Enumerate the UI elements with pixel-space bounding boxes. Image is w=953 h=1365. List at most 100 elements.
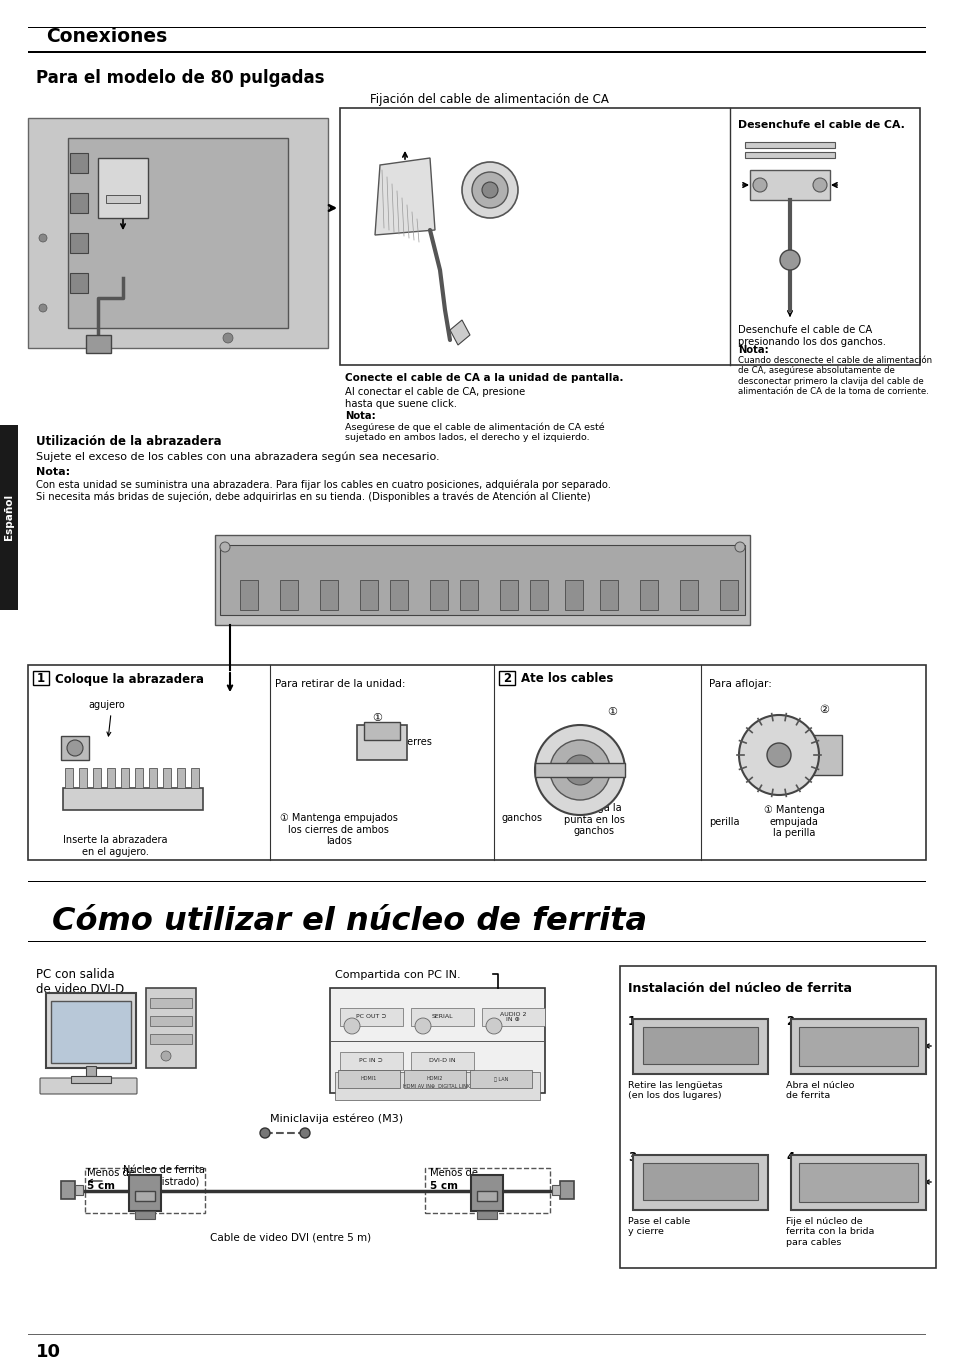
Bar xyxy=(564,580,582,610)
Text: PC OUT ⊃: PC OUT ⊃ xyxy=(355,1014,386,1020)
Text: HDMI2: HDMI2 xyxy=(426,1077,443,1081)
Circle shape xyxy=(739,715,818,794)
Bar xyxy=(65,768,73,788)
Text: Cómo utilizar el núcleo de ferrita: Cómo utilizar el núcleo de ferrita xyxy=(52,906,646,938)
Bar xyxy=(51,1001,131,1063)
Bar xyxy=(403,1070,465,1088)
Text: ②: ② xyxy=(818,704,828,715)
Bar xyxy=(430,580,448,610)
Bar xyxy=(163,768,171,788)
FancyBboxPatch shape xyxy=(40,1078,137,1093)
Text: 3.: 3. xyxy=(627,1151,640,1164)
Text: 2.: 2. xyxy=(785,1016,798,1028)
Bar xyxy=(79,768,87,788)
Bar xyxy=(337,1070,399,1088)
Text: Al conectar el cable de CA, presione
hasta que suene click.: Al conectar el cable de CA, presione has… xyxy=(345,388,525,408)
Text: PC con salida
de video DVI-D: PC con salida de video DVI-D xyxy=(36,968,124,996)
Circle shape xyxy=(161,1051,171,1061)
Polygon shape xyxy=(450,319,470,345)
Bar xyxy=(177,768,185,788)
Bar xyxy=(364,722,399,740)
Bar xyxy=(498,672,515,685)
Bar xyxy=(642,1163,758,1200)
Text: Inserte la abrazadera
en el agujero.: Inserte la abrazadera en el agujero. xyxy=(63,835,168,857)
Bar xyxy=(135,768,143,788)
Text: HDMI1: HDMI1 xyxy=(360,1077,376,1081)
Text: ①: ① xyxy=(372,713,381,723)
Bar xyxy=(28,26,925,29)
Bar xyxy=(86,334,111,354)
Bar xyxy=(470,1070,532,1088)
Bar xyxy=(481,1007,544,1026)
Bar xyxy=(86,1066,96,1076)
Bar xyxy=(499,580,517,610)
Bar xyxy=(191,768,199,788)
Bar xyxy=(424,1168,550,1213)
Bar xyxy=(459,580,477,610)
Circle shape xyxy=(67,740,83,756)
Text: Utilización de la abrazadera: Utilización de la abrazadera xyxy=(36,435,221,448)
Bar xyxy=(476,1192,497,1201)
Bar xyxy=(63,788,203,809)
Text: Nota:: Nota: xyxy=(36,467,71,476)
Text: HDMI AV IN⊕  DIGITAL LINK: HDMI AV IN⊕ DIGITAL LINK xyxy=(403,1084,470,1088)
Text: ② Ponga la
punta en los
ganchos: ② Ponga la punta en los ganchos xyxy=(563,803,624,837)
Bar xyxy=(335,1072,539,1100)
Text: ganchos: ganchos xyxy=(501,814,542,823)
Text: 5 cm: 5 cm xyxy=(87,1181,115,1192)
Text: 1.: 1. xyxy=(627,1016,640,1028)
Bar xyxy=(642,1026,758,1063)
Bar xyxy=(98,158,148,218)
Bar xyxy=(799,1026,917,1066)
Circle shape xyxy=(812,177,826,192)
Text: Sujete el exceso de los cables con una abrazadera según sea necesario.: Sujete el exceso de los cables con una a… xyxy=(36,450,439,461)
Bar xyxy=(70,153,88,173)
Bar xyxy=(129,1175,161,1211)
Text: agujero: agujero xyxy=(88,700,125,710)
Bar xyxy=(61,736,89,760)
Text: Desenchufe el cable de CA.: Desenchufe el cable de CA. xyxy=(738,120,904,130)
Circle shape xyxy=(481,182,497,198)
Bar xyxy=(240,580,257,610)
Bar xyxy=(107,768,115,788)
Bar xyxy=(790,1020,925,1074)
Bar xyxy=(33,672,49,685)
Bar xyxy=(552,1185,559,1194)
Text: Menos de: Menos de xyxy=(430,1168,477,1178)
Circle shape xyxy=(564,755,595,785)
Text: Instalación del núcleo de ferrita: Instalación del núcleo de ferrita xyxy=(627,981,851,995)
Text: 1: 1 xyxy=(37,673,45,685)
Text: SERIAL: SERIAL xyxy=(431,1014,453,1020)
Bar xyxy=(106,195,140,203)
Circle shape xyxy=(472,172,507,207)
Text: Núcleo de ferrita
(suministrado): Núcleo de ferrita (suministrado) xyxy=(123,1164,205,1186)
Text: Para aflojar:: Para aflojar: xyxy=(708,678,771,689)
Bar xyxy=(530,580,547,610)
Bar xyxy=(135,1192,154,1201)
Bar xyxy=(85,1168,205,1213)
Bar xyxy=(28,940,925,942)
Bar xyxy=(720,580,738,610)
Bar xyxy=(121,768,129,788)
Text: Con esta unidad se suministra una abrazadera. Para fijar los cables en cuatro po: Con esta unidad se suministra una abraza… xyxy=(36,479,610,490)
Text: Retire las lengüetas
(en los dos lugares): Retire las lengüetas (en los dos lugares… xyxy=(627,1081,721,1100)
Bar xyxy=(744,142,834,147)
Circle shape xyxy=(535,725,624,815)
Text: Fijación del cable de alimentación de CA: Fijación del cable de alimentación de CA xyxy=(370,93,608,106)
Circle shape xyxy=(780,250,800,270)
Circle shape xyxy=(485,1018,501,1035)
Bar xyxy=(744,152,834,158)
Text: Para el modelo de 80 pulgadas: Para el modelo de 80 pulgadas xyxy=(36,70,324,87)
Bar xyxy=(356,725,407,760)
Circle shape xyxy=(220,542,230,551)
Text: Compartida con PC IN.: Compartida con PC IN. xyxy=(335,971,460,980)
Polygon shape xyxy=(375,158,435,235)
Bar xyxy=(471,1175,502,1211)
Bar xyxy=(339,1052,402,1070)
Bar xyxy=(150,1016,192,1026)
Bar xyxy=(46,992,136,1067)
Text: ① Mantenga
empujada
la perilla: ① Mantenga empujada la perilla xyxy=(763,805,824,838)
Bar xyxy=(476,1211,497,1219)
Bar xyxy=(639,580,658,610)
Bar xyxy=(790,1155,925,1209)
